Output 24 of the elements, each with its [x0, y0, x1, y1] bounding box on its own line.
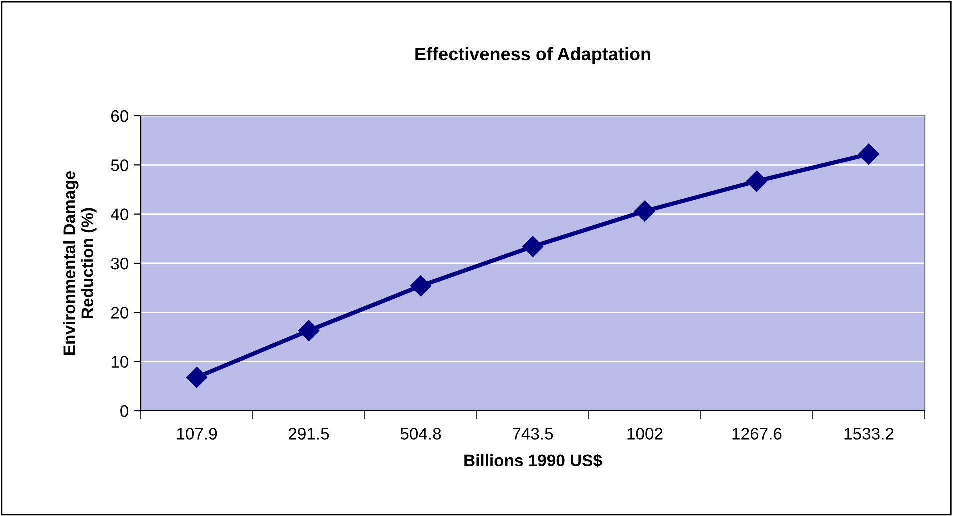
- y-axis-title: Environmental Damage Reduction (%): [63, 171, 97, 355]
- x-tick-label: 743.5: [513, 428, 554, 440]
- y-tick-label: 40: [111, 208, 129, 221]
- point: [186, 367, 208, 388]
- y-tick-label: 10: [112, 356, 129, 368]
- x-tick-label: 1002: [628, 428, 663, 440]
- chart-title: Effectiveness of Adaptation: [416, 47, 650, 64]
- point: [634, 200, 656, 222]
- point: [858, 144, 880, 165]
- x-axis-title: Billions 1990 US$: [464, 454, 602, 468]
- x-tick-label: 504.8: [400, 428, 442, 440]
- y-tick-label: 30: [111, 258, 129, 270]
- y-tick-label: 0: [120, 405, 129, 418]
- point: [298, 320, 320, 342]
- point: [410, 276, 432, 297]
- x-tick-label: 1533.2: [844, 428, 894, 440]
- x-tick-label: 291.5: [288, 428, 330, 440]
- point: [522, 236, 544, 258]
- y-tick-label: 60: [112, 110, 129, 122]
- x-tick-label: 107.9: [177, 428, 218, 440]
- x-tick-label: 1267.6: [732, 428, 782, 440]
- y-tick-label: 50: [111, 160, 129, 172]
- point: [746, 170, 768, 192]
- y-tick-label: 20: [111, 307, 129, 319]
